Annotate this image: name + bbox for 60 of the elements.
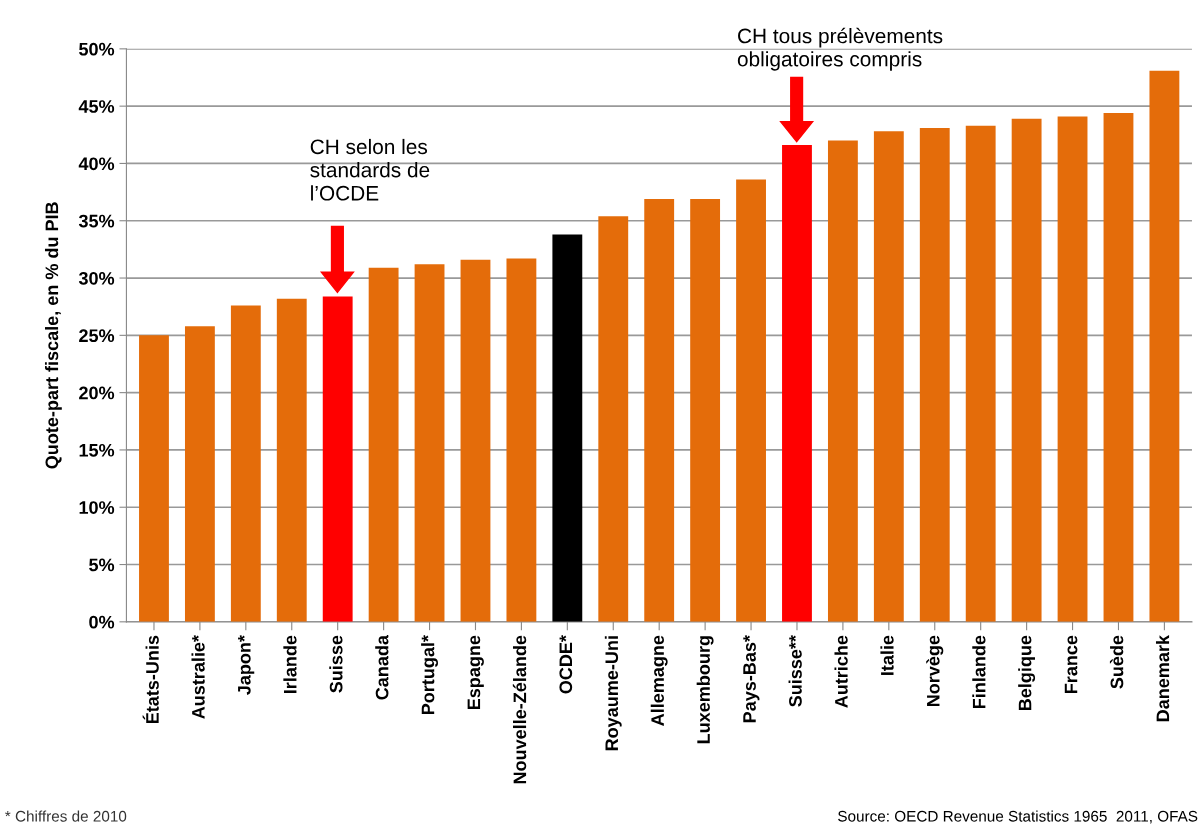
bar (368, 267, 399, 622)
y-tick-label: 25% (79, 329, 115, 343)
bar (598, 216, 629, 622)
x-tick-label: Belgique (1018, 635, 1036, 711)
bar (184, 326, 215, 622)
y-axis-title: Quote-part fiscale, en % du PIB (44, 202, 62, 469)
annotation: CH selon les standards de l’OCDE (310, 138, 430, 201)
text: * Chiffres de 2010 (5, 810, 127, 822)
x-tick-label: Japon* (238, 635, 255, 695)
y-tick-label: 20% (79, 386, 115, 400)
x-tick-label: Pays-Bas* (743, 635, 760, 723)
source-note: Source: OECD Revenue Statistics 1965 2011, OFAS (838, 810, 1198, 824)
x-tick-label: Espagne (467, 635, 484, 710)
bar (736, 179, 766, 622)
bar (1149, 70, 1180, 622)
annotation: CH tous prélèvements obligatoires compris (737, 27, 943, 71)
y-tick-label: 5% (89, 558, 115, 572)
x-tick-label: France (1064, 635, 1078, 694)
bar (644, 198, 675, 622)
bar (1103, 113, 1134, 622)
bar (276, 298, 307, 622)
bar (1011, 118, 1042, 622)
bar (919, 127, 950, 622)
y-tick-label: 45% (78, 100, 115, 113)
x-tick-label: Italie (880, 635, 894, 675)
bar (552, 234, 583, 622)
x-tick-label: Australie* (191, 635, 205, 719)
y-tick-label: 40% (78, 157, 115, 171)
bar (414, 264, 445, 622)
x-tick-label: Royaume-Uni (604, 636, 622, 751)
y-tick-label: 35% (78, 214, 115, 228)
x-tick-label: Canada (375, 634, 389, 700)
x-tick-label: Autriche (834, 635, 848, 708)
y-tick-label: 50% (79, 42, 115, 56)
bar (965, 125, 996, 622)
bar (873, 131, 904, 622)
bar (827, 140, 858, 622)
x-tick-label: États-Unis (142, 635, 159, 724)
y-tick-label: 30% (78, 271, 115, 285)
x-tick-label: Norvège (926, 635, 944, 707)
x-tick-label: Portugal* (421, 635, 438, 715)
bar (690, 198, 721, 622)
bar (139, 335, 169, 622)
x-tick-label: OCDE* (559, 635, 573, 694)
x-tick-label: Nouvelle-Zélande (512, 635, 527, 784)
x-tick-label: Finlande (972, 635, 986, 709)
x-tick-label: Suisse** (788, 635, 802, 707)
x-tick-label: Danemark (1155, 635, 1170, 722)
bar (1057, 116, 1088, 622)
x-tick-label: Luxembourg (696, 636, 714, 744)
x-tick-label: Irlande (283, 635, 297, 694)
y-tick-label: 0% (89, 615, 115, 629)
x-tick-label: Allemagne (650, 635, 668, 726)
bar (506, 258, 537, 622)
y-tick-label: 10% (79, 501, 115, 514)
y-tick-label: 15% (79, 443, 115, 457)
bar (230, 305, 261, 622)
bar (460, 259, 491, 622)
x-tick-label: Suisse (329, 635, 343, 693)
x-tick-label: Suède (1109, 635, 1124, 689)
